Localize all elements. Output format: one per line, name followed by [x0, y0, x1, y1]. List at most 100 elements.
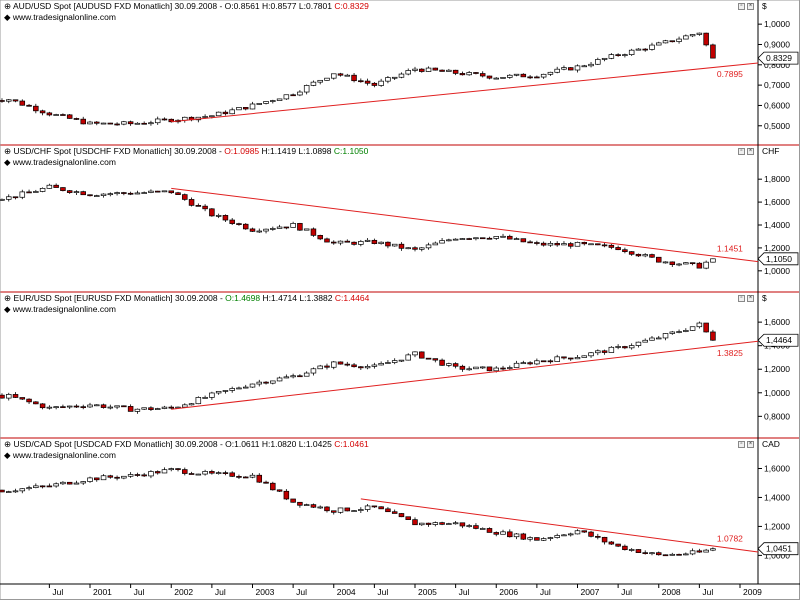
candle-body — [222, 390, 229, 392]
candle-body — [263, 101, 269, 104]
candle-body — [452, 69, 459, 74]
candle-body — [601, 536, 608, 543]
candle-body — [676, 553, 682, 556]
candle-body — [60, 406, 66, 409]
candle-body — [588, 352, 594, 357]
candle-body — [80, 481, 86, 484]
trendline-label: 1.1451 — [717, 243, 743, 253]
candle-body — [479, 528, 486, 530]
candle-body — [5, 99, 12, 102]
candle-body — [317, 506, 323, 509]
candle-body — [182, 469, 188, 474]
candle-body — [479, 237, 486, 240]
candle-body — [608, 54, 615, 59]
candle-body — [39, 110, 46, 114]
candle-body — [601, 244, 608, 247]
candle-body — [331, 510, 337, 513]
candle-body — [466, 525, 472, 527]
candle-body — [222, 111, 229, 115]
candle-body — [567, 67, 574, 71]
candle-body — [547, 71, 554, 75]
close-icon[interactable]: × — [747, 295, 754, 302]
close-icon[interactable]: × — [747, 3, 754, 10]
candle-body — [141, 122, 147, 125]
candle-body — [351, 510, 357, 512]
candle-body — [134, 474, 141, 476]
header-expand-icon[interactable]: ⊕ — [4, 146, 14, 156]
x-tick-label: Jul — [215, 587, 226, 597]
candle-body — [574, 357, 581, 360]
header-close: C:1.1050 — [333, 146, 369, 156]
candle-body — [459, 238, 466, 240]
unit-label: CAD — [762, 439, 780, 449]
header-expand-icon[interactable]: ⊕ — [4, 1, 14, 11]
candle-body — [561, 356, 567, 359]
candle-body — [33, 401, 39, 405]
candle-body — [161, 406, 168, 409]
candle-body — [19, 397, 26, 400]
candle-body — [127, 474, 134, 477]
y-tick-label: 1,6000 — [764, 197, 790, 207]
candle-body — [317, 79, 323, 83]
trendline-label: 1.0782 — [717, 534, 743, 544]
candle-body — [154, 118, 161, 124]
candle-body — [486, 75, 493, 79]
candle-body — [520, 533, 527, 540]
candle-body — [121, 192, 127, 194]
minimize-icon[interactable]: ▫ — [738, 295, 745, 302]
minimize-icon[interactable]: ▫ — [738, 441, 745, 448]
candle-body — [94, 477, 100, 481]
candle-body — [121, 121, 127, 125]
candle-body — [107, 406, 114, 409]
candle-body — [12, 394, 19, 398]
header-expand-icon[interactable]: ⊕ — [4, 439, 14, 449]
candle-body — [175, 192, 181, 195]
candle-body — [452, 238, 459, 241]
candle-body — [364, 239, 371, 242]
candle-body — [588, 531, 594, 537]
x-tick-label: 2007 — [581, 587, 600, 597]
close-icon[interactable]: × — [747, 148, 754, 155]
candle-body — [398, 243, 405, 249]
candle-body — [493, 236, 500, 239]
header-expand-icon[interactable]: ⊕ — [4, 293, 14, 303]
candle-body — [622, 346, 628, 349]
close-icon[interactable]: × — [747, 441, 754, 448]
candle-body — [527, 76, 533, 79]
candle-body — [615, 54, 621, 56]
candle-body — [493, 367, 500, 372]
candle-body — [114, 123, 120, 126]
candle-body — [317, 365, 323, 370]
candle-body — [270, 380, 276, 384]
candle-body — [493, 532, 500, 535]
x-tick-label: 2002 — [174, 587, 193, 597]
candle-body — [696, 262, 703, 269]
candle-body — [127, 192, 134, 195]
candle-body — [141, 407, 147, 410]
y-tick-label: 1,6000 — [764, 463, 790, 473]
candle-body — [540, 73, 547, 78]
candle-body — [527, 362, 533, 365]
candle-body — [127, 121, 134, 125]
source-url: ◆ www.tradesignalonline.com — [4, 157, 116, 167]
candle-body — [425, 244, 432, 249]
candle-body — [66, 405, 73, 408]
candle-body — [256, 381, 263, 385]
candle-body — [371, 505, 378, 508]
candle-body — [412, 68, 418, 71]
minimize-icon[interactable]: ▫ — [738, 3, 745, 10]
candle-body — [669, 331, 676, 334]
candle-body — [168, 468, 175, 471]
candle-body — [419, 351, 425, 359]
candle-body — [303, 228, 310, 231]
candle-body — [432, 358, 439, 361]
candle-body — [662, 261, 669, 264]
x-tick-label: Jul — [377, 587, 388, 597]
candle-body — [676, 331, 682, 333]
candle-body — [358, 241, 364, 245]
candle-body — [628, 549, 635, 551]
x-tick-label: 2004 — [337, 587, 356, 597]
minimize-icon[interactable]: ▫ — [738, 148, 745, 155]
candle-body — [615, 247, 621, 251]
